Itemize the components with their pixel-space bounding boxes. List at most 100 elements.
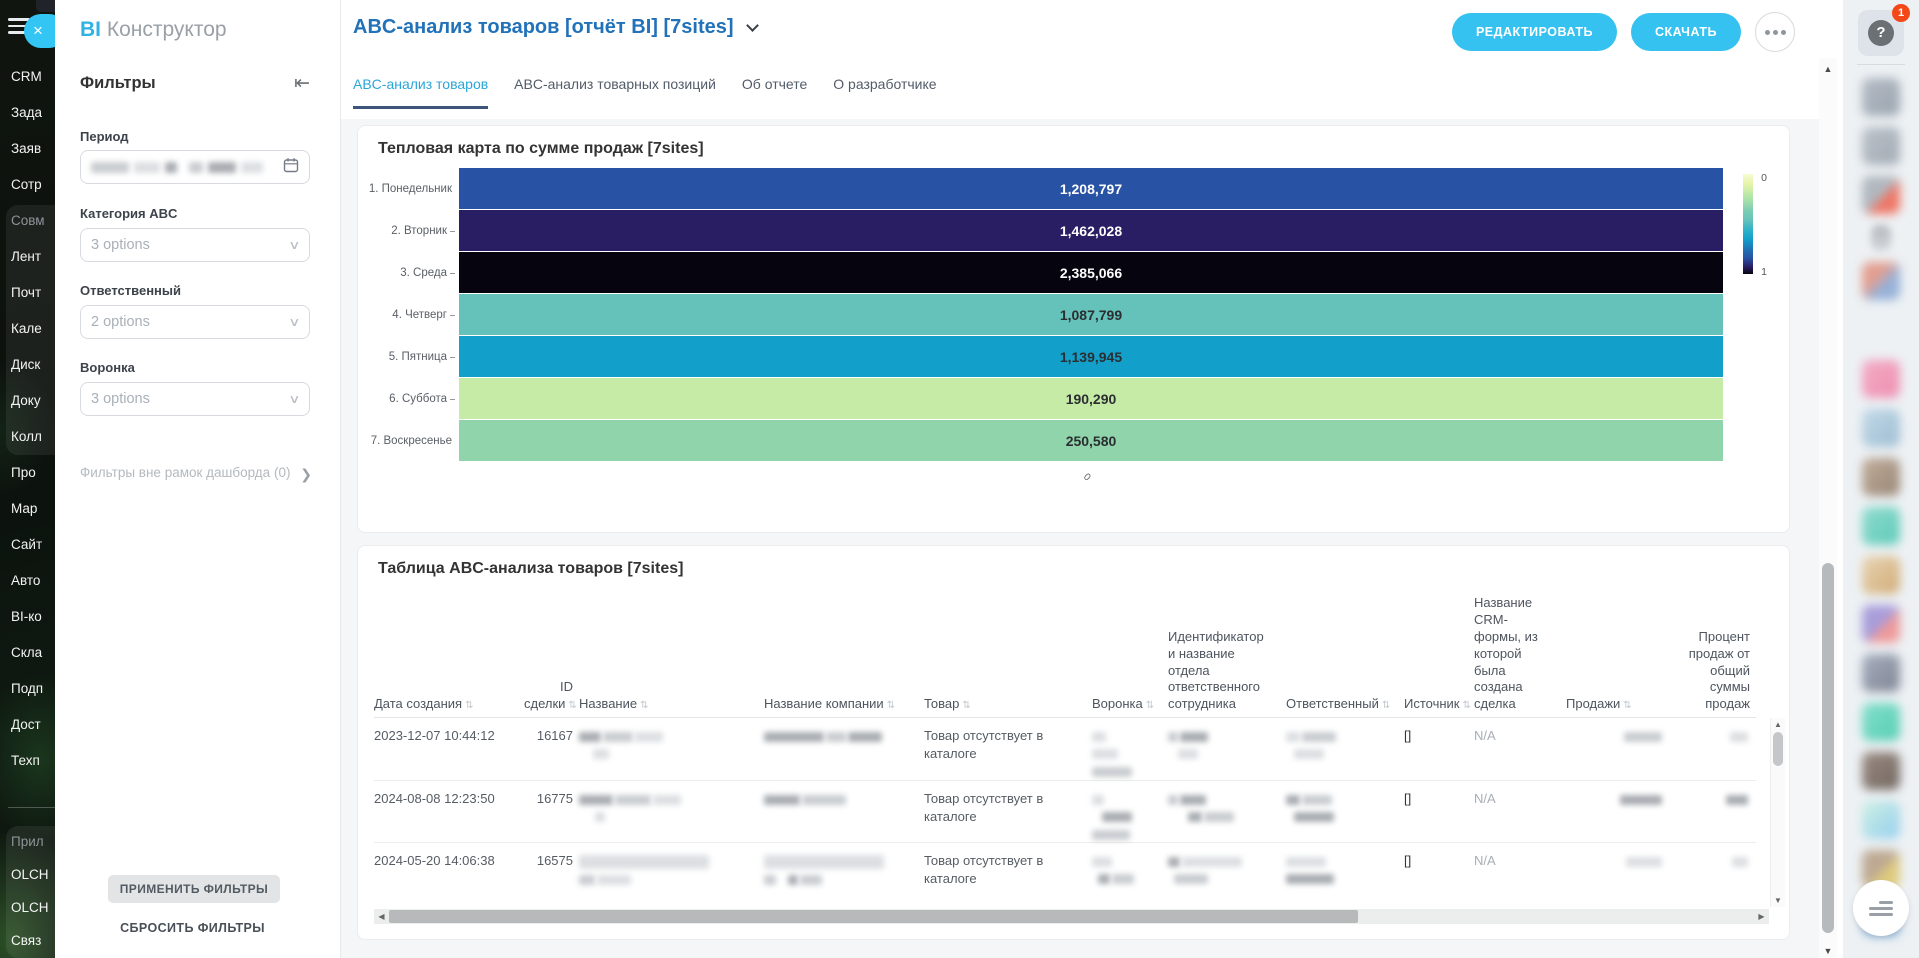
heatmap-cell[interactable]: 1,462,028 xyxy=(459,210,1723,252)
app-icon[interactable] xyxy=(1862,654,1900,692)
edit-button[interactable]: РЕДАКТИРОВАТЬ xyxy=(1451,13,1617,51)
table-vscroll-thumb[interactable] xyxy=(1773,732,1783,766)
sidebar-item-mail[interactable]: Почт xyxy=(11,285,42,300)
column-header[interactable]: ID сделки ⇅ xyxy=(524,679,577,712)
sidebar-item-tasks[interactable]: Зада xyxy=(11,105,43,120)
sidebar-item-apps[interactable]: Прил xyxy=(11,834,44,849)
column-header[interactable]: Название ⇅ xyxy=(579,696,649,712)
app-icon[interactable] xyxy=(1862,703,1900,741)
sidebar-item-sites[interactable]: Сайт xyxy=(11,537,43,552)
table-hscroll-thumb[interactable] xyxy=(389,910,1359,923)
app-icon[interactable] xyxy=(1862,409,1900,447)
sidebar-item-crm[interactable]: CRM xyxy=(11,69,42,84)
menu-icon[interactable] xyxy=(8,18,30,38)
app-icon[interactable] xyxy=(1862,262,1900,300)
column-header[interactable]: Ответственный ⇅ xyxy=(1286,696,1391,712)
app-icon[interactable] xyxy=(1862,127,1900,165)
sort-icon[interactable]: ⇅ xyxy=(962,700,971,712)
app-icon[interactable] xyxy=(1862,752,1900,790)
sidebar-item-drive[interactable]: Диск xyxy=(11,357,41,372)
scroll-down-icon[interactable]: ▼ xyxy=(1774,896,1782,905)
column-header[interactable]: Источник ⇅ xyxy=(1404,696,1471,712)
sort-icon[interactable]: ⇅ xyxy=(886,700,896,712)
app-icon[interactable] xyxy=(1862,360,1900,398)
scroll-up-icon[interactable]: ▲ xyxy=(1774,720,1782,729)
tab-abc-product-positions[interactable]: ABC-анализ товарных позиций xyxy=(514,76,716,92)
sidebar-item-links[interactable]: Связ xyxy=(11,933,42,948)
sidebar-item-olch-1[interactable]: OLCH xyxy=(11,867,49,882)
sort-icon[interactable]: ⇅ xyxy=(568,700,577,712)
download-button[interactable]: СКАЧАТЬ xyxy=(1630,13,1741,51)
scroll-up-icon[interactable]: ▲ xyxy=(1823,64,1833,74)
sort-icon[interactable]: ⇅ xyxy=(1145,700,1155,712)
sidebar-item-olch-2[interactable]: OLCH xyxy=(11,900,49,915)
collapse-panel-icon[interactable]: ⇤ xyxy=(294,73,310,94)
heatmap-cell[interactable]: 190,290 xyxy=(459,378,1723,420)
abc-category-select[interactable]: 3 options ∨ xyxy=(80,228,310,262)
sort-icon[interactable]: ⇅ xyxy=(640,700,649,712)
sidebar-item-subscription[interactable]: Подп xyxy=(11,681,44,696)
sort-icon[interactable]: ⇅ xyxy=(1381,700,1391,712)
page-scrollbar[interactable]: ▲ ▼ xyxy=(1819,58,1837,958)
tab-abc-products[interactable]: ABC-анализ товаров xyxy=(353,76,489,109)
table-row[interactable]: 2024-08-08 12:23:50 16775 Товар отсутств… xyxy=(374,780,1756,842)
sort-icon[interactable]: ⇅ xyxy=(1623,700,1632,712)
sidebar-item-automation[interactable]: Авто xyxy=(11,573,41,588)
app-icon[interactable] xyxy=(1862,801,1900,839)
reset-filters-button[interactable]: СБРОСИТЬ ФИЛЬТРЫ xyxy=(55,921,330,935)
calendar-icon[interactable] xyxy=(283,157,299,178)
app-icon[interactable] xyxy=(1871,225,1891,251)
scroll-down-icon[interactable]: ▼ xyxy=(1823,946,1833,956)
tab-about-report[interactable]: Об отчете xyxy=(741,76,808,92)
column-header[interactable]: Дата создания ⇅ xyxy=(374,696,474,712)
sort-icon[interactable]: ⇅ xyxy=(1462,700,1471,712)
heatmap-cell[interactable]: 1,139,945 xyxy=(459,336,1723,378)
app-icon[interactable] xyxy=(1862,311,1900,349)
period-input[interactable] xyxy=(80,150,310,184)
sidebar-item-collab[interactable]: Совм xyxy=(11,213,45,228)
app-icon[interactable] xyxy=(1862,458,1900,496)
column-header[interactable]: Товар ⇅ xyxy=(924,696,971,712)
page-scroll-thumb[interactable] xyxy=(1822,563,1834,933)
sidebar-item-employees[interactable]: Сотр xyxy=(11,177,42,192)
scroll-left-icon[interactable]: ◀ xyxy=(378,912,385,921)
table-row[interactable]: 2024-05-20 14:06:38 16575 Товар отсутств… xyxy=(374,842,1756,904)
heatmap-cell[interactable]: 1,208,797 xyxy=(459,168,1723,210)
heatmap-cell[interactable]: 2,385,066 xyxy=(459,252,1723,294)
table-vertical-scrollbar[interactable]: ▲ ▼ xyxy=(1770,718,1785,907)
close-menu-button[interactable]: × xyxy=(24,14,55,48)
sidebar-item-marketing[interactable]: Мар xyxy=(11,501,38,516)
heatmap-cell[interactable]: 250,580 xyxy=(459,420,1723,462)
heatmap-cell[interactable]: 1,087,799 xyxy=(459,294,1723,336)
funnel-select[interactable]: 3 options ∨ xyxy=(80,382,310,416)
table-horizontal-scrollbar[interactable]: ◀ ▶ xyxy=(374,909,1769,924)
sidebar-item-documents[interactable]: Доку xyxy=(11,393,41,408)
table-row[interactable]: 2023-12-07 10:44:12 16167 Товар отсутств… xyxy=(374,718,1756,780)
column-header[interactable]: Процент продаж от общий суммы продаж xyxy=(1688,628,1750,712)
app-icon[interactable] xyxy=(1862,556,1900,594)
sidebar-item-requests[interactable]: Заяв xyxy=(11,141,42,156)
column-header[interactable]: Название CRM-формы, из которой была созд… xyxy=(1474,595,1538,712)
scroll-right-icon[interactable]: ▶ xyxy=(1758,912,1765,921)
app-icon[interactable] xyxy=(1862,78,1900,116)
sidebar-item-warehouse[interactable]: Скла xyxy=(11,645,43,660)
apply-filters-button[interactable]: ПРИМЕНИТЬ ФИЛЬТРЫ xyxy=(108,875,280,903)
column-header[interactable]: Воронка ⇅ xyxy=(1092,696,1155,712)
sidebar-item-projects[interactable]: Про xyxy=(11,465,36,480)
column-header[interactable]: Продажи ⇅ xyxy=(1566,696,1632,712)
sidebar-item-feed[interactable]: Лент xyxy=(11,249,42,264)
sidebar-item-collab2[interactable]: Колл xyxy=(11,429,42,444)
tab-about-developer[interactable]: О разработчике xyxy=(833,76,937,92)
title-dropdown-icon[interactable] xyxy=(745,19,759,32)
more-actions-button[interactable] xyxy=(1755,12,1795,52)
column-header[interactable]: Название компании ⇅ xyxy=(764,696,896,712)
sidebar-item-bi-constructor[interactable]: BI-ко xyxy=(11,609,42,624)
help-button[interactable]: ? 1 xyxy=(1858,4,1910,56)
outside-dashboard-filters[interactable]: Фильтры вне рамок дашборда (0) ❯ xyxy=(80,462,312,484)
sort-icon[interactable]: ⇅ xyxy=(465,700,474,712)
sidebar-item-support[interactable]: Техп xyxy=(11,753,40,768)
sidebar-item-calendar[interactable]: Кале xyxy=(11,321,42,336)
responsible-select[interactable]: 2 options ∨ xyxy=(80,305,310,339)
sidebar-item-access[interactable]: Дост xyxy=(11,717,41,732)
app-icon[interactable] xyxy=(1862,605,1900,643)
